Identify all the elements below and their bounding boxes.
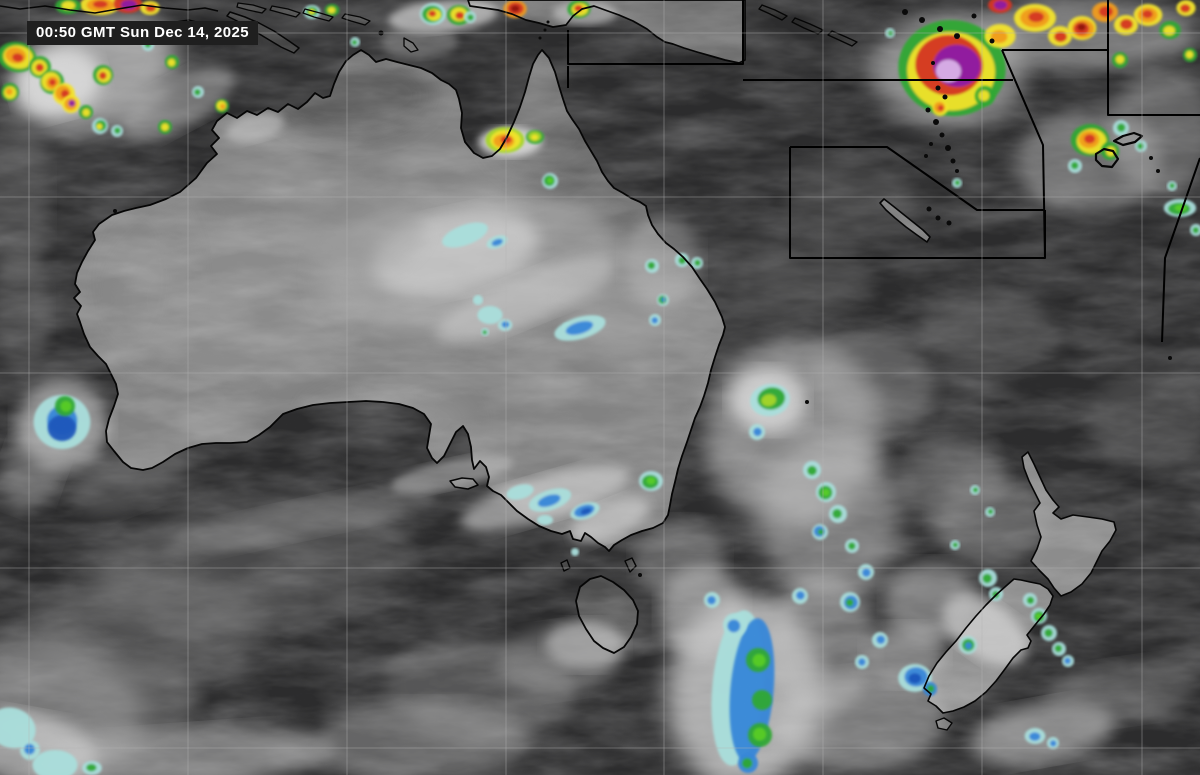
coastline-solomons-1 bbox=[758, 4, 788, 21]
coastline-layer bbox=[0, 0, 1172, 731]
coastline-nz-north-island bbox=[1021, 451, 1117, 597]
coastline-solomons-2 bbox=[791, 17, 824, 35]
small-island bbox=[926, 206, 932, 212]
zone-boundary-ne-corner-zone bbox=[1107, 0, 1200, 116]
small-island bbox=[954, 33, 960, 39]
small-island bbox=[950, 158, 956, 164]
small-island bbox=[1168, 356, 1172, 360]
coastline-kangaroo-island bbox=[449, 477, 479, 490]
small-island bbox=[955, 169, 959, 173]
small-island bbox=[945, 145, 951, 151]
small-island bbox=[919, 17, 925, 23]
small-island bbox=[113, 209, 117, 213]
small-island bbox=[971, 13, 977, 19]
coastline-king-island bbox=[560, 559, 571, 572]
coastline-alor bbox=[302, 8, 334, 22]
small-island bbox=[931, 61, 935, 65]
coastline-stewart-island bbox=[935, 717, 953, 731]
coastline-java-south-coast bbox=[0, 4, 219, 14]
coastline-new-guinea bbox=[467, 0, 746, 64]
coastline-flores-1 bbox=[236, 2, 267, 14]
small-island bbox=[989, 38, 995, 44]
small-island bbox=[929, 142, 933, 146]
small-island bbox=[925, 107, 931, 113]
small-island bbox=[935, 215, 941, 221]
coastline-fiji-viti-levu bbox=[1094, 147, 1120, 169]
zone-boundary-zone-box bbox=[789, 147, 1046, 259]
coastline-solomons-3 bbox=[827, 30, 858, 47]
coastline-australia bbox=[73, 49, 726, 552]
coastline-flinders-island bbox=[624, 557, 637, 573]
zone-boundary-east-diagonal bbox=[1161, 157, 1200, 343]
coastline-wetar bbox=[341, 13, 371, 26]
marine-zone-boundary-layer bbox=[567, 0, 1200, 343]
small-island bbox=[378, 30, 384, 36]
coastline-flores-2 bbox=[269, 5, 301, 18]
small-island bbox=[902, 9, 908, 15]
small-island bbox=[638, 573, 642, 577]
small-island bbox=[942, 94, 948, 100]
small-island bbox=[935, 85, 941, 91]
small-island bbox=[1149, 156, 1153, 160]
small-island bbox=[937, 26, 943, 32]
small-island bbox=[1156, 169, 1160, 173]
coastline-tanimbar bbox=[403, 37, 419, 53]
small-island bbox=[933, 119, 939, 125]
coastline-new-caledonia bbox=[879, 198, 931, 243]
small-island bbox=[543, 28, 547, 32]
timestamp-label: 00:50 GMT Sun Dec 14, 2025 bbox=[27, 21, 258, 45]
small-island bbox=[805, 400, 809, 404]
coastline-nz-south-island bbox=[923, 578, 1054, 714]
small-island bbox=[946, 220, 952, 226]
zone-boundary-zone-step bbox=[790, 146, 1045, 211]
small-island bbox=[924, 154, 928, 158]
coastline-tasmania bbox=[575, 575, 639, 654]
small-island bbox=[538, 36, 542, 40]
coastline-fiji-vanua-levu bbox=[1112, 131, 1144, 147]
small-island bbox=[546, 20, 550, 24]
zone-boundary-png-west-zone bbox=[567, 0, 744, 88]
small-island bbox=[939, 132, 945, 138]
